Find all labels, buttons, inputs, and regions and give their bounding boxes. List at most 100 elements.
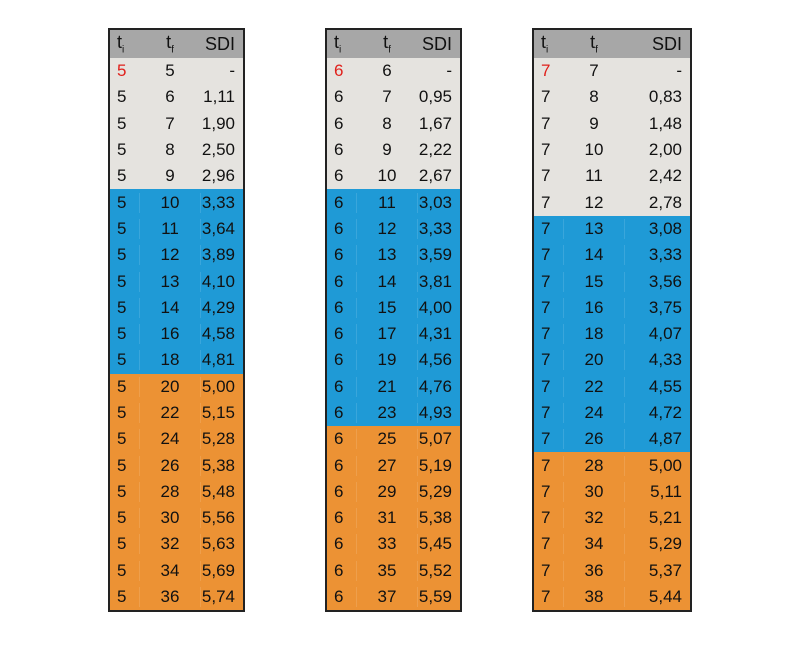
table-row: 6 12 3,33 [327,215,460,243]
cell-tf: 34 [564,534,625,555]
table-row: 6 23 4,93 [327,399,460,427]
cell-ti: 5 [110,455,140,476]
table-row: 5 9 2,96 [110,163,243,190]
cell-ti: 7 [541,87,551,107]
cell-ti: 5 [117,87,127,107]
cell-tf: 33 [357,534,418,555]
cell-sdi: 4,76 [418,376,452,396]
table-row: 7 32 5,21 [534,505,690,532]
cell-sdi: 4,33 [648,350,682,370]
cell-sdi: 1,11 [203,87,235,107]
cell-sdi: 4,58 [201,324,235,344]
cell-sdi: 4,29 [201,297,235,317]
cell-tf: 11 [585,166,603,186]
cell-tf: 27 [357,455,418,476]
cell-tf: 16 [564,297,625,318]
header-tf-sub: f [388,44,391,56]
cell-tf: 9 [589,113,599,133]
table-row: 6 25 5,07 [327,426,460,453]
cell-sdi: 4,72 [648,403,682,422]
cell-tf: 32 [564,508,625,529]
header-tf: tf [140,32,200,56]
cell-tf: 5 [165,61,175,81]
cell-sdi: 5,00 [201,376,235,396]
cell-sdi: 2,42 [648,166,682,186]
header-row: ti tf SDI [327,30,460,58]
header-ti-sub: i [339,44,342,56]
cell-ti: 6 [327,350,357,371]
cell-tf: 35 [357,560,418,581]
cell-sdi: 5,52 [418,560,452,580]
cell-tf: 14 [357,271,418,292]
table-row: 6 11 3,03 [327,189,460,216]
cell-tf: 7 [589,61,599,81]
cell-ti: 5 [110,481,140,502]
cell-ti: 6 [327,324,357,345]
cell-tf: 13 [564,218,625,239]
cell-tf: 14 [564,245,625,266]
table-row: 7 13 3,08 [534,215,690,243]
cell-tf: 15 [564,271,625,292]
cell-tf: 10 [140,192,201,213]
cell-sdi: 3,33 [201,192,235,212]
cell-sdi: 3,33 [648,245,682,265]
cell-sdi: 4,56 [418,350,452,370]
cell-ti: 6 [327,376,357,397]
cell-sdi: 5,15 [201,403,235,422]
table-row: 5 10 3,33 [110,189,243,216]
cell-sdi: 2,22 [418,140,452,160]
cell-tf: 20 [564,350,625,371]
table-row: 5 14 4,29 [110,294,243,321]
cell-sdi: 5,38 [201,455,235,475]
cell-tf: 24 [564,403,625,423]
cell-ti: 5 [110,245,140,266]
table-row: 5 6 1,11 [110,84,243,111]
table-row: 7 15 3,56 [534,268,690,295]
cell-ti: 6 [327,403,357,423]
sdi-table-3: ti tf SDI 7 7-7 8 0,83 7 9 1,48 7 10 2,00 7 11 2,42 7 12 2… [532,28,692,613]
cell-tf: 21 [357,376,418,397]
cell-tf: 10 [377,166,397,186]
table-row: 5 12 3,89 [110,242,243,269]
header-tf-label: t [166,32,172,53]
table-row: 7 7 - [534,58,690,85]
header-ti: ti [534,32,564,56]
table-row: 6 19 4,56 [327,347,460,374]
table-row: 6 29 5,29 [327,478,460,506]
table-row: 5 28 5,48 [110,478,243,506]
cell-tf: 19 [357,350,418,371]
table-row: 5 22 5,15 [110,399,243,427]
header-row: ti tf SDI [534,30,690,58]
cell-ti: 5 [117,61,127,81]
header-tf-sub: f [595,44,598,56]
cell-tf: 16 [140,324,201,345]
cell-ti: 5 [110,560,140,581]
cell-sdi: 3,81 [418,271,452,291]
cell-ti: 6 [327,534,357,555]
cell-ti: 5 [110,376,140,397]
cell-tf: 15 [357,297,418,318]
table-row: 5 36 5,74 [110,583,243,611]
cell-ti: 6 [327,271,357,292]
table-row: 6 17 4,31 [327,320,460,348]
cell-tf: 30 [564,481,625,502]
cell-tf: 38 [564,587,625,608]
cell-tf: 22 [564,376,625,397]
table-row: 7 18 4,07 [534,320,690,348]
cell-sdi: 2,67 [418,166,452,186]
cell-sdi: 3,75 [648,297,682,317]
cell-tf: 26 [140,455,201,476]
table-row: 5 13 4,10 [110,268,243,295]
cell-tf: 37 [357,587,418,608]
table-row: 7 38 5,44 [534,583,690,611]
cell-sdi: 4,87 [648,429,682,449]
table-row: 6 31 5,38 [327,505,460,532]
cell-ti: 6 [327,455,357,476]
table-row: 7 8 0,83 [534,84,690,111]
cell-sdi: 5,45 [418,534,452,554]
header-tf-label: t [383,32,389,53]
table-row: 6 10 2,67 [327,163,460,190]
cell-tf: 6 [165,87,175,107]
cell-sdi: 5,19 [418,455,452,475]
cell-sdi: 5,48 [201,481,235,501]
